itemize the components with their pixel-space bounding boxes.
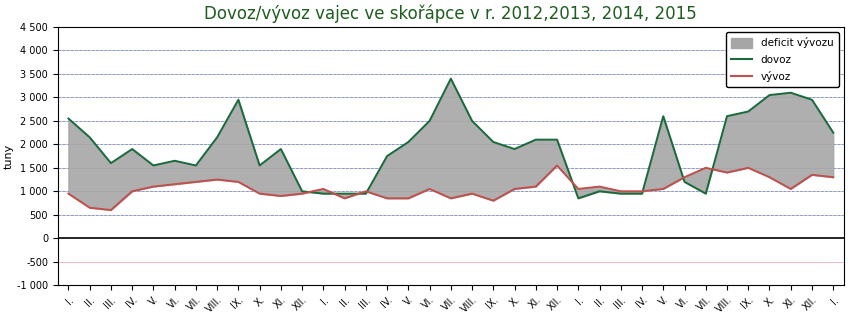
Title: Dovoz/vývoz vajec ve skořápce v r. 2012,2013, 2014, 2015: Dovoz/vývoz vajec ve skořápce v r. 2012,… <box>204 4 697 23</box>
Legend: deficit vývozu, dovoz, vývoz: deficit vývozu, dovoz, vývoz <box>726 32 839 87</box>
Y-axis label: tuny: tuny <box>4 144 14 169</box>
